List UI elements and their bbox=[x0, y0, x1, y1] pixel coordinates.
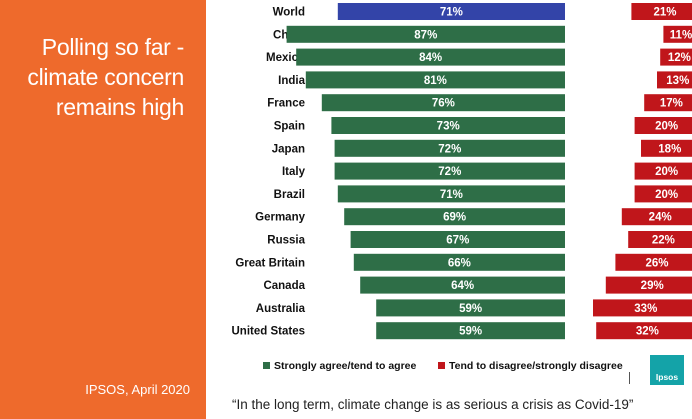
sidebar-panel: Polling so far - climate concern remains… bbox=[0, 0, 206, 419]
category-label-india: India bbox=[278, 75, 305, 87]
agree-value-australia: 59% bbox=[459, 303, 482, 315]
disagree-value-great-britain: 26% bbox=[645, 257, 668, 269]
legend-label-disagree: Tend to disagree/strongly disagree bbox=[449, 360, 623, 372]
disagree-value-russia: 22% bbox=[652, 235, 675, 247]
disagree-bar-great-britain bbox=[615, 253, 692, 271]
disagree-bar-france bbox=[644, 94, 692, 112]
disagree-bar-china bbox=[663, 25, 692, 43]
slide-title: Polling so far - climate concern remains… bbox=[27, 34, 184, 120]
disagree-value-china: 11% bbox=[670, 29, 692, 41]
disagree-bar-canada bbox=[605, 276, 692, 294]
agree-value-brazil: 71% bbox=[440, 189, 463, 201]
disagree-value-canada: 29% bbox=[641, 280, 664, 292]
agree-value-japan: 72% bbox=[438, 143, 461, 155]
agree-bar-japan bbox=[334, 139, 565, 157]
agree-bar-australia bbox=[376, 299, 565, 317]
category-label-germany: Germany bbox=[255, 212, 305, 224]
disagree-bar-spain bbox=[634, 117, 692, 134]
agree-value-mexico: 84% bbox=[419, 52, 442, 64]
agree-value-germany: 69% bbox=[443, 212, 466, 224]
disagree-bar-russia bbox=[628, 231, 692, 248]
category-label-mexico: Mexico bbox=[266, 52, 305, 64]
category-label-united-states: United States bbox=[232, 326, 306, 338]
agree-bar-spain bbox=[331, 117, 565, 134]
disagree-value-spain: 20% bbox=[655, 121, 678, 133]
agree-bar-world bbox=[337, 3, 565, 20]
legend-swatch-agree bbox=[263, 362, 270, 369]
disagree-value-mexico: 12% bbox=[668, 52, 691, 64]
chart-area: World71%21%China87%11%Mexico84%12%India8… bbox=[206, 0, 692, 419]
disagree-value-world: 21% bbox=[653, 7, 676, 19]
logo-text: Ipsos bbox=[655, 372, 679, 382]
disagree-bar-world bbox=[631, 3, 692, 20]
agree-value-russia: 67% bbox=[446, 235, 469, 247]
category-label-france: France bbox=[267, 98, 305, 110]
ipsos-logo: Ipsos bbox=[650, 355, 684, 385]
agree-bar-germany bbox=[344, 208, 565, 226]
agree-bar-france bbox=[321, 94, 565, 112]
agree-bar-india bbox=[305, 71, 565, 89]
agree-bar-italy bbox=[334, 162, 565, 180]
category-label-australia: Australia bbox=[256, 303, 306, 315]
agree-value-france: 76% bbox=[432, 98, 455, 110]
category-label-great-britain: Great Britain bbox=[235, 257, 305, 269]
disagree-value-italy: 20% bbox=[655, 166, 678, 178]
agree-value-canada: 64% bbox=[451, 280, 474, 292]
agree-value-world: 71% bbox=[440, 7, 463, 19]
agree-bar-united-states bbox=[376, 322, 565, 340]
agree-bar-russia bbox=[350, 231, 565, 248]
category-label-world: World bbox=[273, 7, 305, 19]
agree-value-spain: 73% bbox=[437, 121, 460, 133]
category-label-italy: Italy bbox=[282, 166, 306, 178]
agree-value-italy: 72% bbox=[438, 166, 461, 178]
disagree-bar-brazil bbox=[634, 185, 692, 203]
disagree-bar-united-states bbox=[596, 322, 692, 340]
disagree-bar-mexico bbox=[660, 48, 692, 66]
agree-value-great-britain: 66% bbox=[448, 257, 471, 269]
disagree-value-united-states: 32% bbox=[636, 326, 659, 338]
disagree-value-france: 17% bbox=[660, 98, 683, 110]
agree-bar-canada bbox=[360, 276, 565, 294]
category-label-japan: Japan bbox=[272, 143, 305, 155]
disagree-value-india: 13% bbox=[666, 75, 689, 87]
category-label-brazil: Brazil bbox=[274, 189, 305, 201]
disagree-value-australia: 33% bbox=[634, 303, 657, 315]
agree-bar-brazil bbox=[337, 185, 565, 203]
logo-divider bbox=[629, 372, 630, 384]
chart-caption: “In the long term, climate change is as … bbox=[232, 397, 634, 412]
agree-value-united-states: 59% bbox=[459, 326, 482, 338]
category-label-russia: Russia bbox=[267, 235, 305, 247]
disagree-value-germany: 24% bbox=[649, 212, 672, 224]
disagree-bar-japan bbox=[641, 139, 692, 157]
disagree-value-brazil: 20% bbox=[655, 189, 678, 201]
agree-bar-china bbox=[286, 25, 565, 43]
agree-value-india: 81% bbox=[424, 75, 447, 87]
disagree-value-japan: 18% bbox=[658, 143, 681, 155]
legend-swatch-disagree bbox=[438, 362, 445, 369]
disagree-bar-italy bbox=[634, 162, 692, 180]
agree-bar-great-britain bbox=[353, 253, 565, 271]
disagree-bar-germany bbox=[621, 208, 692, 226]
category-label-spain: Spain bbox=[274, 121, 305, 133]
source-note: IPSOS, April 2020 bbox=[85, 382, 190, 397]
legend-label-agree: Strongly agree/tend to agree bbox=[274, 360, 417, 372]
agree-value-china: 87% bbox=[414, 29, 437, 41]
disagree-bar-australia bbox=[593, 299, 692, 317]
category-label-canada: Canada bbox=[263, 280, 305, 292]
disagree-bar-india bbox=[657, 71, 692, 89]
bar-chart: World71%21%China87%11%Mexico84%12%India8… bbox=[232, 3, 692, 372]
agree-bar-mexico bbox=[296, 48, 565, 66]
